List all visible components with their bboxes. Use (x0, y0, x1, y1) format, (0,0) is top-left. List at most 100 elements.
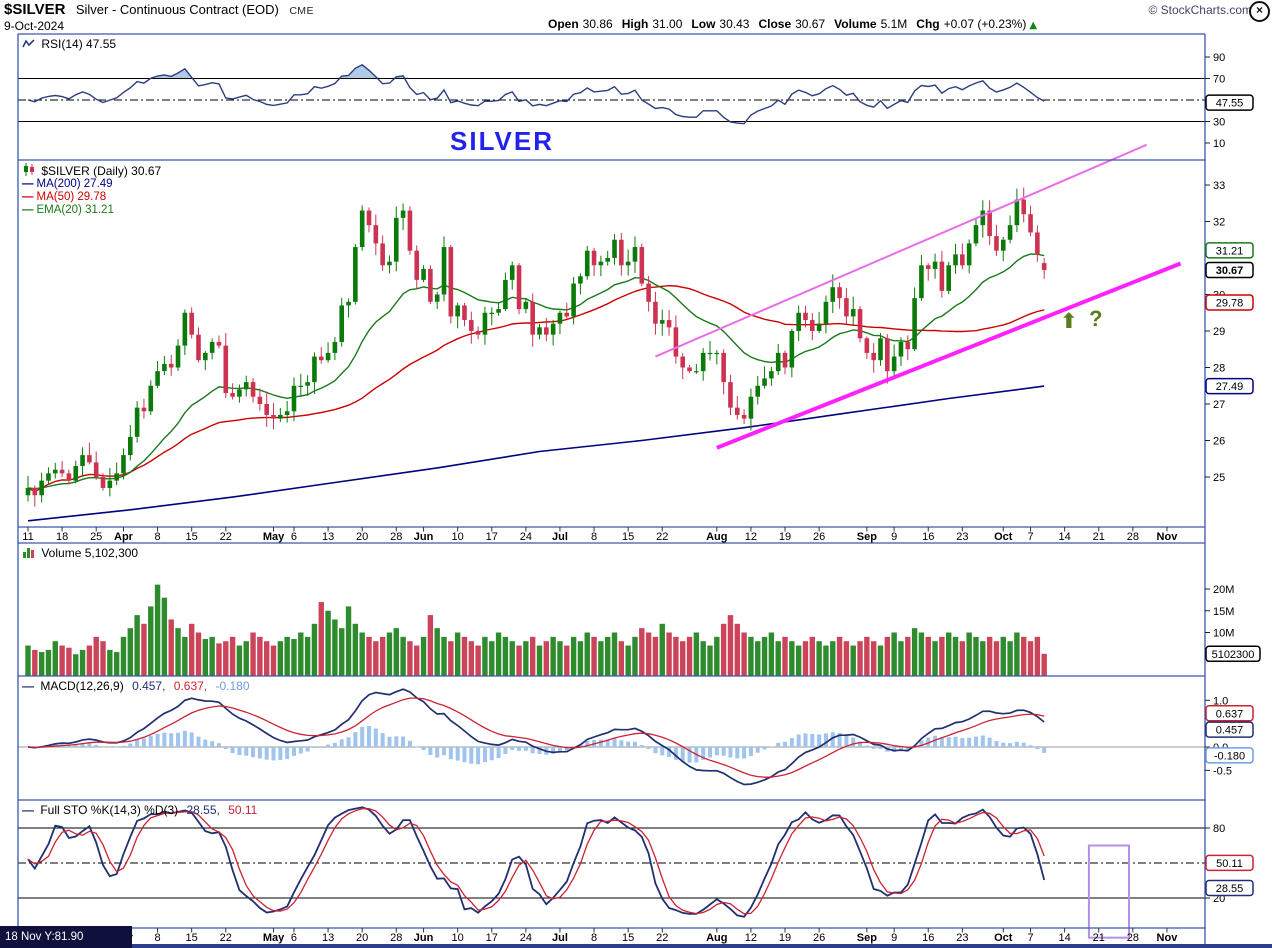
chart-watermark: SILVER (450, 126, 554, 156)
ticker-symbol: $SILVER (4, 1, 66, 18)
up-arrow-annotation: ⬆ (1060, 309, 1078, 333)
svg-text:50.11: 50.11 (1216, 858, 1243, 870)
svg-text:6: 6 (291, 932, 297, 944)
svg-text:26: 26 (813, 932, 825, 944)
chg-label: Chg (916, 17, 940, 31)
svg-text:Oct: Oct (994, 932, 1013, 944)
svg-text:15: 15 (186, 531, 198, 543)
low-label: Low (691, 17, 716, 31)
svg-text:25: 25 (90, 531, 102, 543)
volume-icon (22, 547, 35, 561)
svg-text:7: 7 (1027, 531, 1033, 543)
low-value: 30.43 (719, 17, 750, 31)
svg-text:5102300: 5102300 (1212, 649, 1255, 661)
legend-ma50: — MA(50) 29.78 (22, 191, 161, 204)
svg-text:14: 14 (1059, 932, 1071, 944)
svg-text:8: 8 (155, 932, 161, 944)
svg-text:15M: 15M (1213, 606, 1234, 618)
svg-text:30.67: 30.67 (1216, 265, 1244, 277)
ma200-label: MA(200) 27.49 (36, 178, 113, 190)
svg-text:9: 9 (891, 531, 897, 543)
close-value: 30.67 (795, 17, 826, 31)
svg-text:Jul: Jul (552, 531, 568, 543)
svg-text:Apr: Apr (114, 531, 134, 543)
svg-text:32: 32 (1213, 217, 1225, 229)
svg-text:Oct: Oct (994, 531, 1013, 543)
svg-text:21: 21 (1093, 531, 1105, 543)
svg-text:20: 20 (356, 531, 368, 543)
high-value: 31.00 (652, 17, 683, 31)
svg-text:May: May (263, 932, 285, 944)
svg-text:22: 22 (656, 531, 668, 543)
macd-legend: — MACD(12,26,9) 0.457, 0.637, -0.180 (22, 679, 250, 693)
svg-text:70: 70 (1213, 74, 1225, 86)
svg-text:18: 18 (56, 531, 68, 543)
rsi-label: RSI(14) 47.55 (41, 37, 117, 51)
svg-text:20M: 20M (1213, 584, 1234, 596)
svg-text:26: 26 (1213, 436, 1225, 448)
svg-text:10M: 10M (1213, 628, 1234, 640)
macd-value: 0.457, (132, 679, 166, 693)
svg-text:Nov: Nov (1157, 531, 1179, 543)
svg-text:19: 19 (779, 932, 791, 944)
svg-text:6: 6 (291, 531, 297, 543)
svg-text:Sep: Sep (857, 932, 877, 944)
volume-legend: Volume 5,102,300 (22, 546, 138, 561)
svg-text:Aug: Aug (706, 531, 727, 543)
exchange-label: CME (289, 5, 314, 17)
chart-header: $SILVER Silver - Continuous Contract (EO… (4, 1, 314, 19)
svg-text:28: 28 (1127, 531, 1139, 543)
svg-text:24: 24 (520, 932, 532, 944)
svg-text:13: 13 (322, 932, 334, 944)
close-icon[interactable]: × (1249, 1, 1270, 22)
svg-text:28: 28 (390, 531, 402, 543)
macd-swatch: — (22, 679, 34, 693)
candlestick-icon (22, 163, 35, 180)
svg-text:29.78: 29.78 (1216, 298, 1244, 310)
svg-text:15: 15 (622, 531, 634, 543)
svg-text:17: 17 (486, 932, 498, 944)
sto-swatch: — (22, 803, 34, 817)
sto-label: Full STO %K(14,3) %D(3) (40, 803, 179, 817)
svg-text:80: 80 (1213, 823, 1225, 835)
svg-text:28: 28 (1213, 363, 1225, 375)
svg-text:22: 22 (220, 531, 232, 543)
svg-text:0.457: 0.457 (1216, 725, 1244, 737)
change-up-arrow-icon: ▲ (1029, 20, 1038, 31)
ma50-label: MA(50) 29.78 (36, 191, 107, 203)
rsi-legend: RSI(14) 47.55 (22, 37, 116, 52)
macd-signal-value: 0.637, (173, 679, 208, 693)
svg-text:20: 20 (356, 932, 368, 944)
svg-text:12: 12 (745, 932, 757, 944)
legend-ema20: — EMA(20) 31.21 (22, 204, 161, 217)
svg-text:Jun: Jun (414, 932, 434, 944)
svg-text:47.55: 47.55 (1216, 98, 1244, 110)
svg-text:30: 30 (1213, 117, 1225, 129)
svg-text:13: 13 (322, 531, 334, 543)
svg-text:May: May (263, 531, 285, 543)
legend-ma200: — MA(200) 27.49 (22, 178, 161, 191)
svg-text:-0.180: -0.180 (1214, 750, 1245, 762)
svg-text:24: 24 (520, 531, 532, 543)
svg-text:27: 27 (1213, 399, 1225, 411)
rsi-icon (22, 38, 35, 52)
question-annotation: ? (1089, 306, 1103, 331)
svg-text:26: 26 (813, 531, 825, 543)
volume-label: Volume (834, 17, 877, 31)
svg-text:9: 9 (891, 932, 897, 944)
svg-text:8: 8 (591, 932, 597, 944)
ma50-swatch: — (22, 191, 34, 203)
price-legend: $SILVER (Daily) 30.67 — MA(200) 27.49 — MA… (22, 163, 161, 217)
svg-text:10: 10 (452, 932, 464, 944)
sto-d-value: 50.11 (228, 803, 258, 817)
svg-text:1.0: 1.0 (1213, 695, 1228, 707)
svg-text:21: 21 (1093, 932, 1105, 944)
svg-text:12: 12 (745, 531, 757, 543)
open-value: 30.86 (582, 17, 613, 31)
svg-text:28: 28 (390, 932, 402, 944)
svg-text:23: 23 (956, 531, 968, 543)
sto-k-value: 28.55, (186, 803, 220, 817)
quote-bar: Open 30.86 High 31.00 Low 30.43 Close 30.67 Volu… (548, 17, 1037, 31)
svg-text:28.55: 28.55 (1216, 883, 1244, 895)
